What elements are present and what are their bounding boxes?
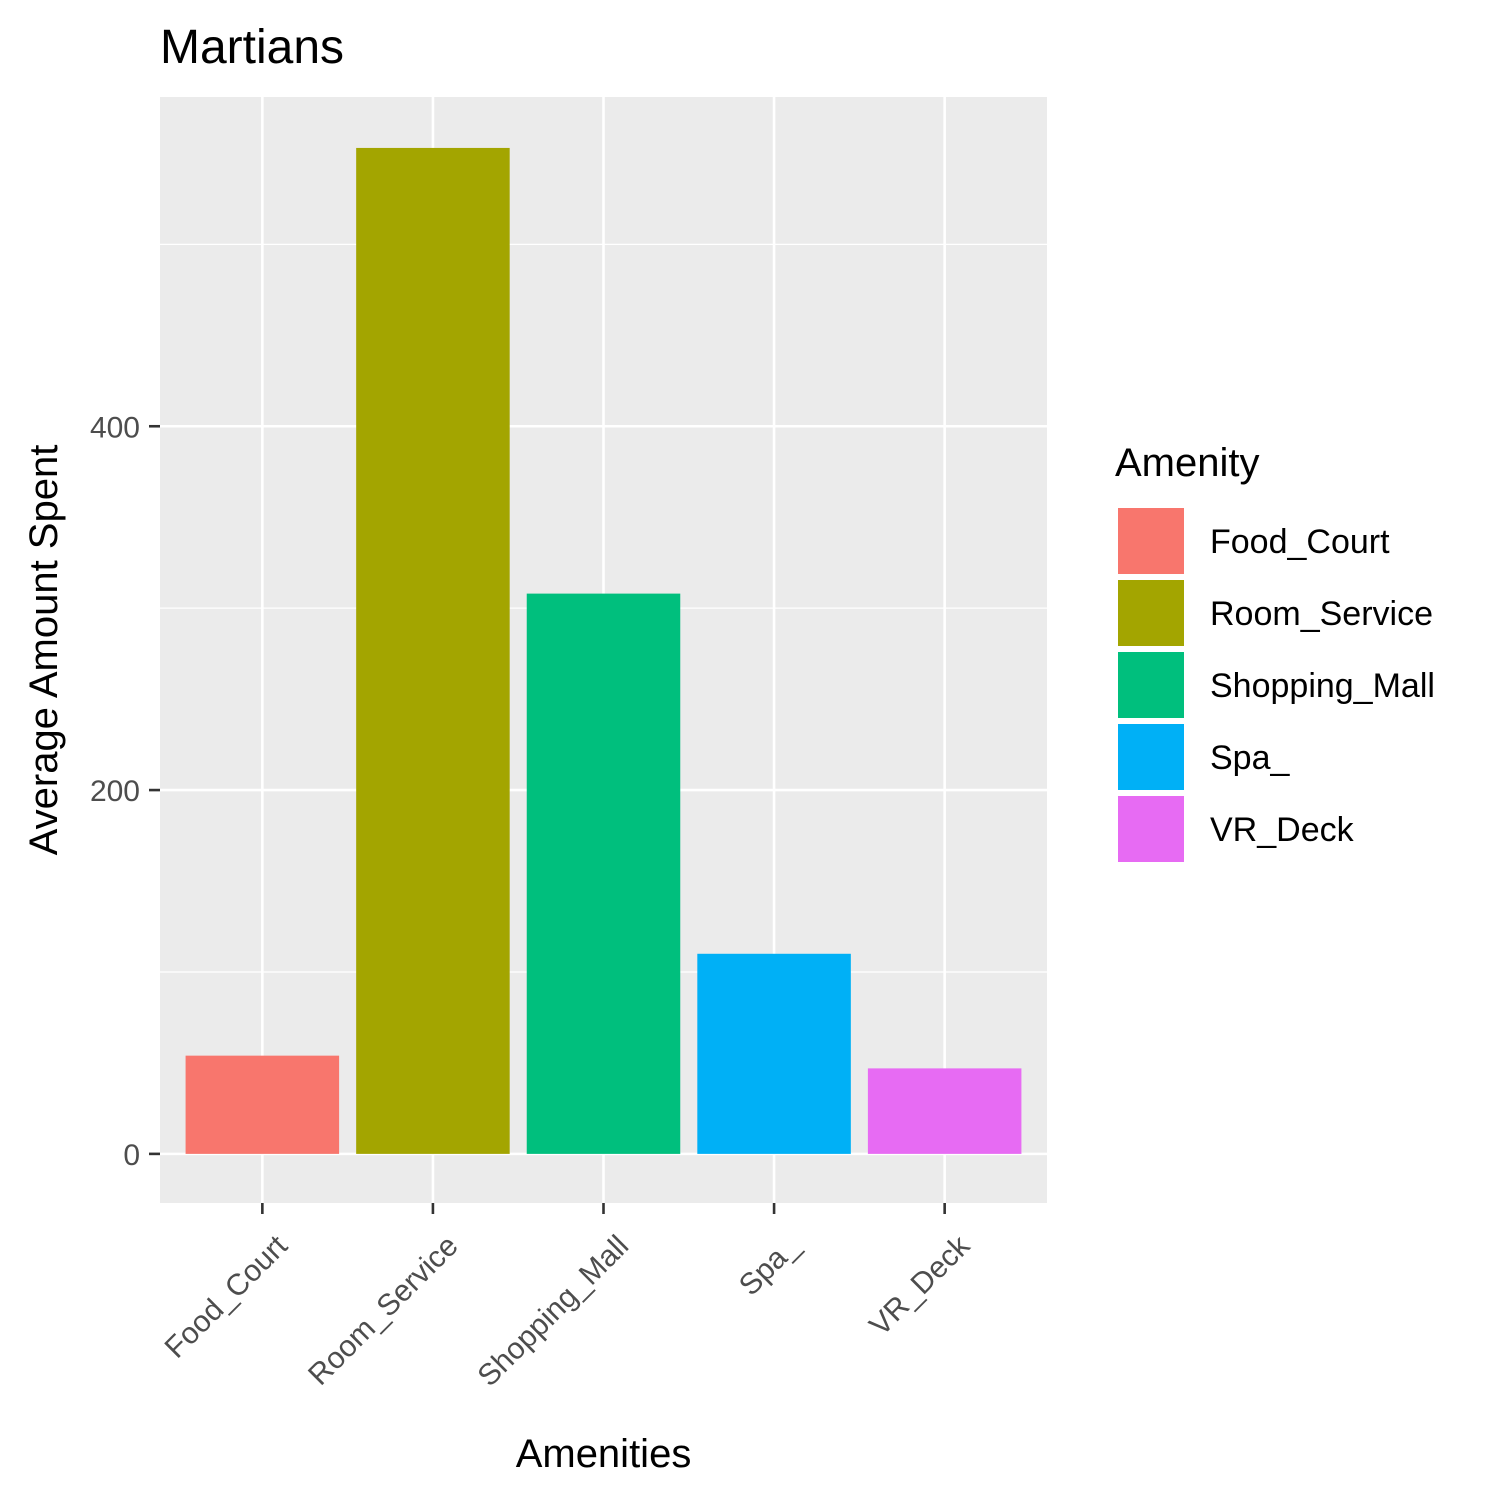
y-axis-title: Average Amount Spent [22, 445, 66, 856]
legend-item-shopping-mall: Shopping_Mall [1116, 650, 1435, 720]
legend: Amenity Food_Court Room_Service Shopping_M… [1115, 441, 1435, 864]
legend-item-label: Room_Service [1210, 595, 1433, 633]
x-tick-label: Spa_ [733, 1228, 807, 1302]
x-axis-title: Amenities [516, 1432, 692, 1476]
legend-key-swatch [1116, 578, 1186, 648]
legend-key-swatch [1116, 506, 1186, 576]
x-axis: Food_Court Room_Service Shopping_Mall Spa_ V… [159, 1203, 977, 1393]
bar-shopping-mall [526, 593, 681, 1154]
x-tick-label: Shopping_Mall [471, 1229, 635, 1393]
legend-item-spa: Spa_ [1116, 722, 1290, 792]
legend-key-swatch [1116, 722, 1186, 792]
legend-title: Amenity [1115, 441, 1260, 485]
legend-item-label: Shopping_Mall [1210, 667, 1435, 705]
bar-food-court [185, 1055, 340, 1154]
x-tick-label: Food_Court [159, 1229, 295, 1365]
x-tick-label: VR_Deck [863, 1229, 977, 1343]
legend-item-vr-deck: VR_Deck [1116, 794, 1355, 864]
legend-key-swatch [1116, 650, 1186, 720]
legend-key-swatch [1116, 794, 1186, 864]
legend-item-room-service: Room_Service [1116, 578, 1433, 648]
legend-item-label: Spa_ [1210, 739, 1290, 777]
bars [185, 147, 1022, 1154]
legend-item-label: VR_Deck [1210, 811, 1355, 849]
bar-vr-deck [867, 1068, 1022, 1154]
y-tick-label: 0 [123, 1139, 140, 1172]
legend-item-label: Food_Court [1210, 523, 1390, 561]
legend-item-food-court: Food_Court [1116, 506, 1390, 576]
y-axis: 0 200 400 [90, 411, 160, 1172]
bar-room-service [356, 147, 510, 1154]
chart-title: Martians [160, 21, 344, 74]
x-tick-label: Room_Service [302, 1229, 464, 1391]
y-tick-label: 400 [90, 411, 140, 444]
y-tick-label: 200 [90, 775, 140, 808]
legend-items: Food_Court Room_Service Shopping_Mall Spa_ V… [1116, 506, 1435, 864]
bar-spa [697, 953, 851, 1154]
